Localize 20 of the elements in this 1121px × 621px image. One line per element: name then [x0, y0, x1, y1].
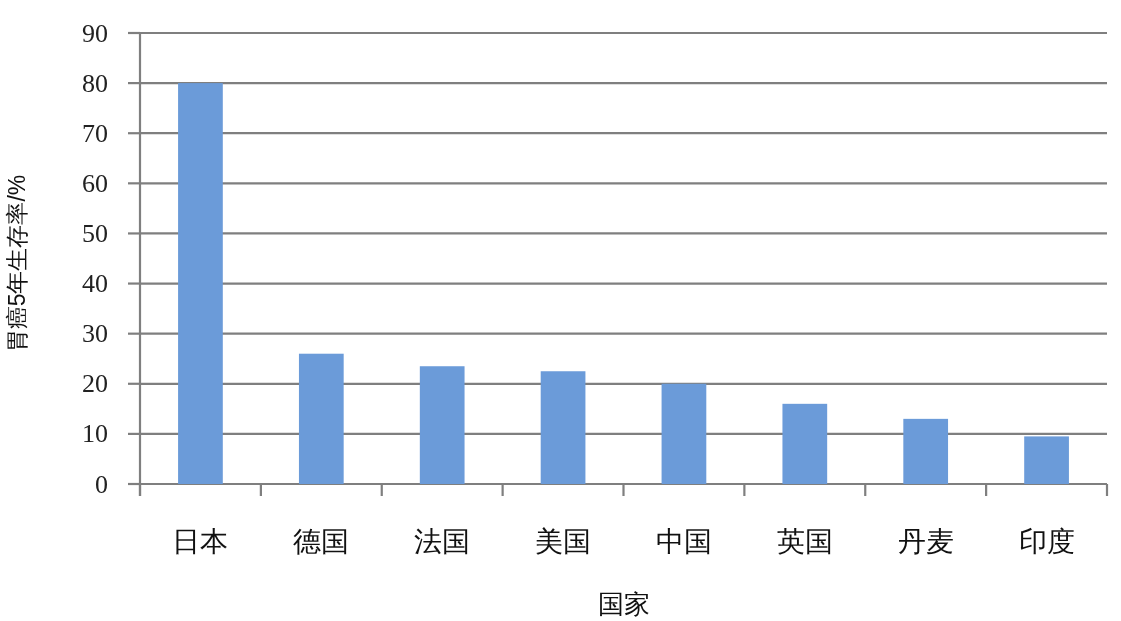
y-tick-label: 50 [82, 218, 108, 248]
x-tick-label: 日本 [172, 525, 229, 557]
y-tick-label: 20 [82, 369, 108, 399]
y-tick-label: 60 [82, 168, 108, 198]
y-tick-label: 80 [82, 68, 108, 98]
x-tick-label: 丹麦 [897, 525, 954, 557]
y-tick-label: 0 [95, 469, 108, 499]
y-tick-label: 70 [82, 118, 108, 148]
y-tick-label: 10 [82, 419, 108, 449]
x-tick-label: 德国 [293, 525, 350, 557]
x-tick-label: 美国 [535, 525, 592, 557]
y-axis-title: 胃癌5年生存率/% [4, 174, 30, 353]
x-tick-label: 中国 [655, 525, 712, 557]
y-tick-label: 30 [82, 319, 108, 349]
x-tick-label: 印度 [1018, 525, 1075, 557]
y-tick-label: 40 [82, 269, 108, 299]
y-tick-label: 90 [82, 18, 108, 48]
x-axis-title: 国家 [597, 589, 650, 619]
x-tick-label: 法国 [414, 525, 471, 557]
x-tick-label: 英国 [776, 525, 833, 557]
